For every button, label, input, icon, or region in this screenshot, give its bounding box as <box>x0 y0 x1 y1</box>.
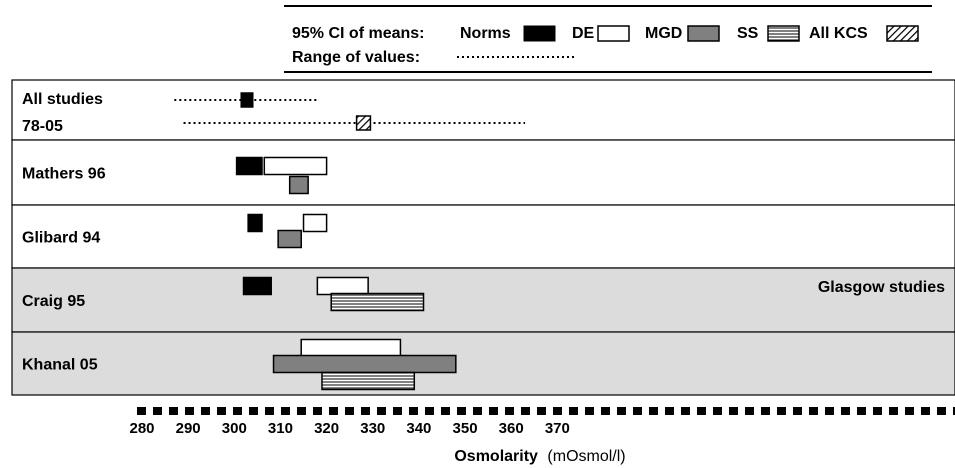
x-tick-350: 350 <box>453 420 478 437</box>
group-label-craig-95: Craig 95 <box>22 293 85 310</box>
ci-bar-craig-95-de <box>316 276 369 296</box>
group-band-all-studies <box>11 79 955 141</box>
ci-bar-mathers-96-de <box>263 156 328 176</box>
group-band-mathers-96 <box>11 139 955 206</box>
x-tick-320: 320 <box>314 420 339 437</box>
x-tick-280: 280 <box>129 420 154 437</box>
group-label-khanal-05: Khanal 05 <box>22 357 98 374</box>
ci-bar-glibard-94-norms <box>247 213 263 233</box>
x-tick-370: 370 <box>545 420 570 437</box>
group-label-all-studies: All studies <box>22 91 103 108</box>
ci-bar-khanal-05-ss <box>321 371 416 391</box>
x-axis: 280 290 300 310 320 330 340 350 360 370 <box>129 407 955 437</box>
legend-range-label: Range of values: <box>292 49 420 66</box>
legend-ss-swatch <box>767 25 800 42</box>
ci-bar-glibard-94-de <box>302 213 328 233</box>
x-tick-340: 340 <box>406 420 431 437</box>
x-tick-310: 310 <box>268 420 293 437</box>
x-axis-label: Osmolarity <box>454 448 538 465</box>
ci-bar-mathers-96-norms <box>235 156 263 176</box>
glasgow-studies-annotation: Glasgow studies <box>818 279 945 296</box>
ci-bar-craig-95-norms <box>242 276 272 296</box>
legend-de-label: DE <box>572 25 595 42</box>
ci-bar-mathers-96-mgd <box>288 175 309 195</box>
ci-bar-craig-95-ss <box>330 292 425 312</box>
ci-bar-all-studies-norms <box>240 92 254 108</box>
ci-bar-all-studies-kcs <box>355 115 372 131</box>
ci-bar-khanal-05-mgd <box>272 354 457 374</box>
group-band-khanal-05 <box>11 331 955 396</box>
x-axis-unit: (mOsmol/l) <box>547 448 625 465</box>
group-band-glibard-94 <box>11 204 955 269</box>
group-band-craig-95 <box>11 267 955 333</box>
x-tick-330: 330 <box>360 420 385 437</box>
legend-mgd-swatch <box>687 25 720 42</box>
legend-de-swatch <box>597 25 630 42</box>
legend-norms-swatch <box>523 25 556 42</box>
group-label-glibard-94: Glibard 94 <box>22 230 100 247</box>
x-tick-290: 290 <box>176 420 201 437</box>
ci-bar-khanal-05-de <box>300 338 402 358</box>
legend-norms-label: Norms <box>460 25 511 42</box>
ci-bar-glibard-94-mgd <box>277 229 302 249</box>
group-label-mathers-96: Mathers 96 <box>22 166 106 183</box>
x-tick-300: 300 <box>222 420 247 437</box>
legend-means-label: 95% CI of means: <box>292 25 424 42</box>
legend-kcs-label: All KCS <box>809 25 868 42</box>
legend-mgd-label: MGD <box>645 25 682 42</box>
legend: 95% CI of means: Range of values: Norms … <box>284 5 932 73</box>
group-label-all-studies-line-1: 78-05 <box>22 118 63 135</box>
x-axis-title: Osmolarity (mOsmol/l) <box>454 448 625 465</box>
legend-ss-label: SS <box>737 25 759 42</box>
legend-kcs-swatch <box>886 25 919 42</box>
x-tick-360: 360 <box>499 420 524 437</box>
